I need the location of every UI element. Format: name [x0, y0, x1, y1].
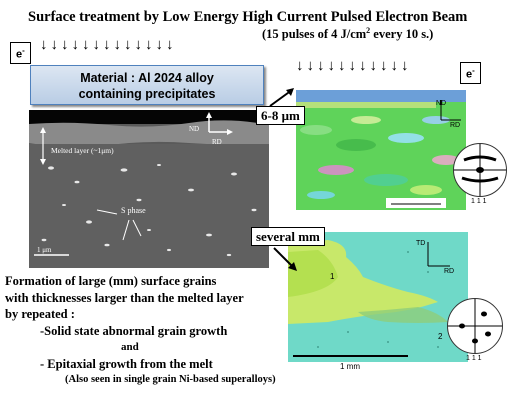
material-line2: containing precipitates	[31, 86, 263, 102]
body-line3: by repeated :	[5, 306, 276, 323]
pole-figure-top-svg	[454, 144, 506, 196]
subtitle-suffix: every 10 s.)	[370, 27, 433, 41]
grain-1-label: 1	[330, 272, 334, 281]
label-several-mm: several mm	[251, 227, 325, 246]
ebsd-top-map: ND RD	[296, 90, 466, 210]
pole-figure-bottom	[447, 298, 503, 354]
body-line5: and	[5, 339, 276, 356]
sem-rd-label: RD	[212, 138, 222, 146]
electron-box-right: e-	[460, 62, 481, 84]
page-title: Surface treatment by Low Energy High Cur…	[28, 9, 467, 26]
sem-nd-label: ND	[189, 125, 199, 133]
ebsd-bot-td: TD	[416, 240, 425, 247]
electron-sup-right: -	[472, 66, 475, 75]
subtitle-prefix: (15 pulses of 4 J/cm	[262, 27, 366, 41]
label-6-8um: 6-8 μm	[256, 106, 305, 125]
grain-2-label: 2	[438, 332, 442, 341]
sem-image: Melted layer (~1μm) S phase ND RD 1 μm	[29, 110, 269, 268]
sem-scale-label: 1 μm	[37, 246, 51, 254]
ebsd-bottom-svg	[288, 232, 468, 362]
pole-figure-bottom-svg	[448, 299, 502, 353]
ebsd-bot-scale: 1 mm	[340, 362, 360, 371]
body-line4: -Solid state abnormal grain growth	[5, 323, 276, 340]
ebsd-top-nd: ND	[436, 100, 446, 107]
electron-box-left: e-	[10, 42, 31, 64]
pole-top-label: 1 1 1	[471, 198, 487, 205]
material-box: Material : Al 2024 alloy containing prec…	[30, 65, 264, 105]
body-line7: (Also seen in single grain Ni-based supe…	[5, 372, 276, 389]
page-subtitle: (15 pulses of 4 J/cm2 every 10 s.)	[262, 26, 433, 42]
body-text: Formation of large (mm) surface grains w…	[5, 273, 276, 389]
pole-bottom-label: 1 1 1	[466, 355, 482, 362]
s-phase-label: S phase	[121, 206, 146, 215]
body-line1: Formation of large (mm) surface grains	[5, 273, 276, 290]
sem-image-svg	[29, 110, 269, 268]
ebsd-bot-rd: RD	[444, 268, 454, 275]
ebsd-top-rd: RD	[450, 122, 460, 129]
ebsd-top-svg	[296, 90, 466, 210]
pole-figure-top	[453, 143, 507, 197]
electron-arrows-left: ↓↓↓↓↓↓↓↓↓↓↓↓↓	[40, 38, 177, 53]
body-line6: - Epitaxial growth from the melt	[5, 356, 276, 373]
melted-layer-label: Melted layer (~1μm)	[51, 146, 114, 155]
ebsd-bottom-map: 1 2 TD RD	[288, 232, 468, 362]
electron-sup: -	[22, 46, 25, 55]
body-line2: with thicknesses larger than the melted …	[5, 290, 276, 307]
label-several-mm-arrow	[270, 246, 300, 272]
electron-arrows-right: ↓↓↓↓↓↓↓↓↓↓↓	[296, 59, 412, 74]
label-6-8um-arrow	[266, 86, 296, 108]
material-line1: Material : Al 2024 alloy	[31, 70, 263, 86]
